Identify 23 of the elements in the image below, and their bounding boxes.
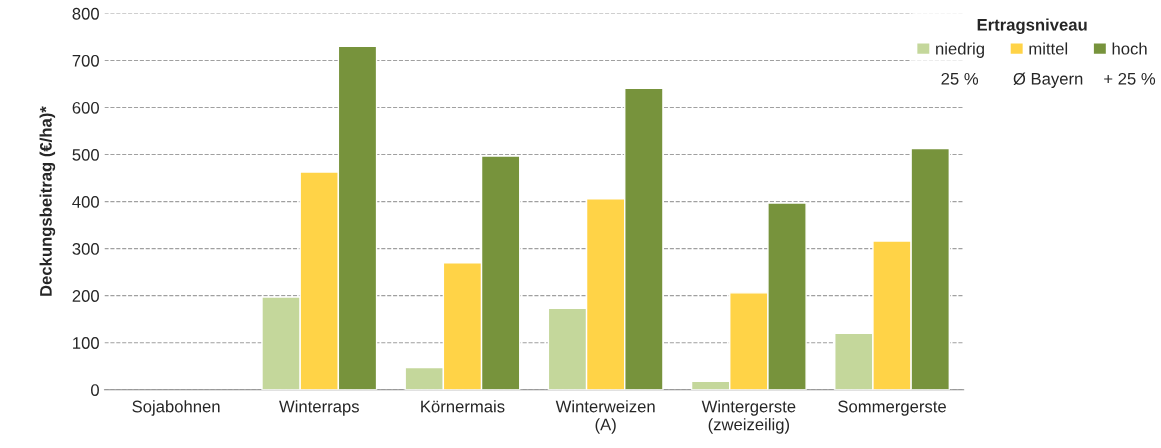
- legend-label: niedrig: [936, 42, 984, 58]
- text: Ø Bayern: [1013, 72, 1083, 88]
- text: + 25 %: [1104, 72, 1156, 85]
- annotation: 25 %: [941, 72, 979, 85]
- x-tick-label: Wintergerste (zweizeilig): [701, 400, 796, 434]
- legend-title: Ertragsniveau: [977, 18, 1087, 35]
- y-tick-label: 200: [72, 290, 99, 302]
- x-tick-label: Sommergerste: [838, 400, 946, 416]
- legend-label: hoch: [1112, 42, 1147, 55]
- y-tick-label: 0: [91, 384, 99, 396]
- y-tick-label: 400: [72, 196, 99, 208]
- x-tick-label: Körnermais: [421, 400, 505, 413]
- y-tick-label: 800: [72, 7, 99, 20]
- x-tick-label: Sojabohnen: [132, 400, 220, 416]
- y-tick-label: 500: [72, 148, 99, 161]
- y-tick-label: 700: [72, 54, 99, 67]
- y-tick-label: 600: [72, 101, 99, 114]
- legend-label: mittel: [1029, 42, 1068, 55]
- y-tick-label: 300: [72, 243, 99, 255]
- y-axis-title: Deckungsbeitrag (€/ha)*: [39, 106, 56, 296]
- x-tick-label: Winterweizen (A): [555, 400, 655, 434]
- x-tick-label: Winterraps: [279, 400, 359, 416]
- y-tick-label: 100: [73, 337, 99, 349]
